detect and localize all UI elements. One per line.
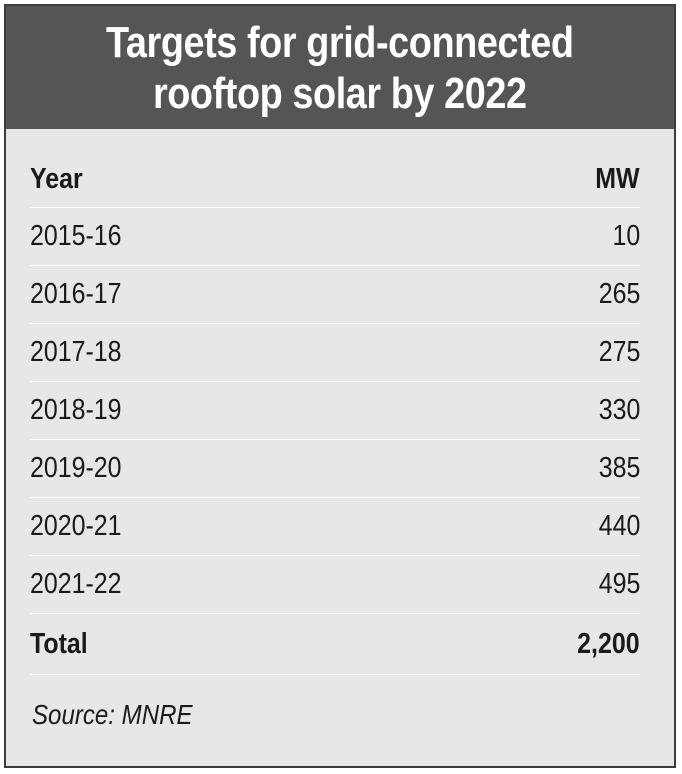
- table-row: 2017-18 275: [30, 324, 640, 382]
- year-cell: 2017-18: [30, 336, 122, 368]
- title-bar: Targets for grid-connected rooftop solar…: [6, 6, 674, 129]
- table-row: 2020-21 440: [30, 498, 640, 556]
- year-cell: 2021-22: [30, 568, 122, 600]
- column-header-mw: MW: [595, 162, 640, 195]
- mw-cell: 495: [598, 568, 640, 600]
- year-cell: 2015-16: [30, 220, 122, 252]
- mw-cell: 275: [598, 336, 640, 368]
- source-note: Source: MNRE: [32, 699, 193, 730]
- table-row: 2019-20 385: [30, 440, 640, 498]
- year-cell: 2016-17: [30, 278, 122, 310]
- total-value: 2,200: [577, 627, 640, 660]
- table-row: 2021-22 495: [30, 556, 640, 614]
- mw-cell: 10: [612, 220, 640, 252]
- total-row: Total 2,200: [30, 614, 640, 675]
- mw-cell: 265: [598, 278, 640, 310]
- mw-cell: 385: [598, 452, 640, 484]
- year-cell: 2020-21: [30, 510, 122, 542]
- targets-table: Year MW 2015-16 10 2016-17 265 2017-18 2…: [30, 151, 640, 675]
- year-cell: 2018-19: [30, 394, 122, 426]
- table-header-row: Year MW: [30, 151, 640, 208]
- mw-cell: 330: [598, 394, 640, 426]
- table-row: 2015-16 10: [30, 208, 640, 266]
- table-row: 2016-17 265: [30, 266, 640, 324]
- table-row: 2018-19 330: [30, 382, 640, 440]
- infobox-panel: Targets for grid-connected rooftop solar…: [4, 4, 676, 768]
- mw-cell: 440: [598, 510, 640, 542]
- table-title: Targets for grid-connected rooftop solar…: [106, 17, 574, 118]
- column-header-year: Year: [30, 162, 83, 195]
- year-cell: 2019-20: [30, 452, 122, 484]
- total-label: Total: [30, 627, 88, 660]
